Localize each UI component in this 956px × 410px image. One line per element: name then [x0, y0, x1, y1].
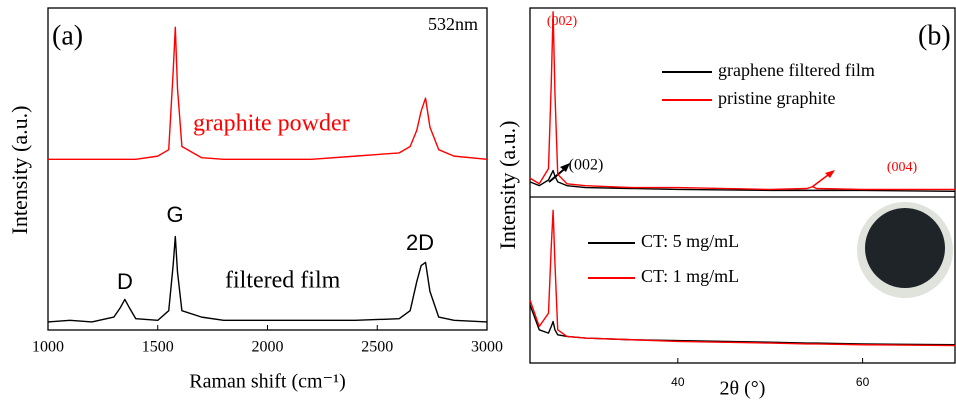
annotation: (b) — [918, 20, 951, 51]
annotation: G — [166, 202, 183, 227]
legend-label: CT: 1 mg/mL — [641, 266, 739, 286]
annotation: 2D — [406, 230, 434, 255]
x-axis-label: Raman shift (cm⁻¹) — [189, 371, 346, 393]
series-line — [47, 235, 488, 323]
annotation: (002) — [569, 157, 604, 174]
series-label: graphite powder — [193, 111, 350, 137]
legend-label: CT: 5 mg/mL — [641, 231, 739, 251]
series-line — [529, 11, 955, 191]
x-tick-label: 2500 — [361, 339, 393, 356]
series-line — [529, 169, 956, 193]
y-axis-label: Intensity (a.u.) — [495, 121, 520, 250]
inset-film — [865, 208, 945, 288]
annotation: (002) — [547, 14, 578, 29]
series-line — [529, 209, 956, 347]
panel-b-frame — [529, 7, 956, 364]
series-line — [48, 26, 488, 161]
arrow-head — [560, 163, 570, 172]
annotation: (a) — [52, 20, 83, 51]
annotation: D — [117, 269, 133, 294]
annotation: (004) — [887, 160, 918, 175]
x-tick-label: 1000 — [32, 339, 64, 356]
arrows — [548, 163, 835, 188]
series-label: filtered film — [225, 268, 341, 294]
x-tick-label: 60 — [856, 375, 870, 389]
x-tick-label: 2000 — [252, 339, 284, 356]
legend-label: graphene filtered film — [718, 60, 875, 80]
inset-photo — [857, 202, 953, 298]
x-axis-label: 2θ (°) — [720, 378, 766, 400]
y-axis-label: Intensity (a.u.) — [7, 106, 32, 235]
x-tick-label: 3000 — [471, 339, 503, 356]
x-tick-label: 1500 — [142, 339, 174, 356]
legend-label: pristine graphite — [718, 88, 835, 108]
annotation: 532nm — [428, 14, 478, 34]
arrow-head — [825, 170, 835, 178]
x-tick-label: 40 — [671, 375, 685, 389]
